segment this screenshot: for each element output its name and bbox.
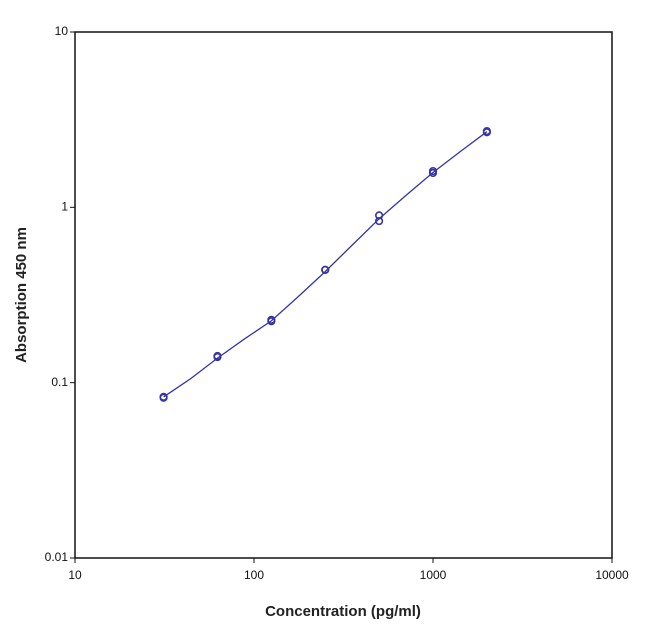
data-point — [375, 216, 384, 226]
x-tick-label: 1000 — [420, 568, 447, 582]
data-point — [428, 168, 438, 178]
data-point — [482, 128, 491, 137]
y-tick-label: 1 — [61, 200, 68, 214]
x-axis-title: Concentration (pg/ml) — [265, 603, 421, 620]
data-point — [375, 211, 384, 220]
plot-frame — [74, 31, 613, 559]
y-tick-label: 10 — [55, 24, 69, 38]
y-axis-title: Absorption 450 nm — [13, 227, 30, 363]
fit-curve — [163, 131, 488, 398]
x-tick-label: 100 — [244, 568, 264, 582]
y-tick-label: 0.01 — [45, 550, 69, 564]
x-tick-label: 10 — [68, 568, 82, 582]
data-point — [159, 393, 168, 402]
data-point — [321, 265, 330, 274]
data-point — [267, 317, 276, 326]
y-tick-label: 0.1 — [51, 375, 68, 389]
data-point — [213, 352, 222, 362]
x-tick-label: 10000 — [595, 568, 629, 582]
